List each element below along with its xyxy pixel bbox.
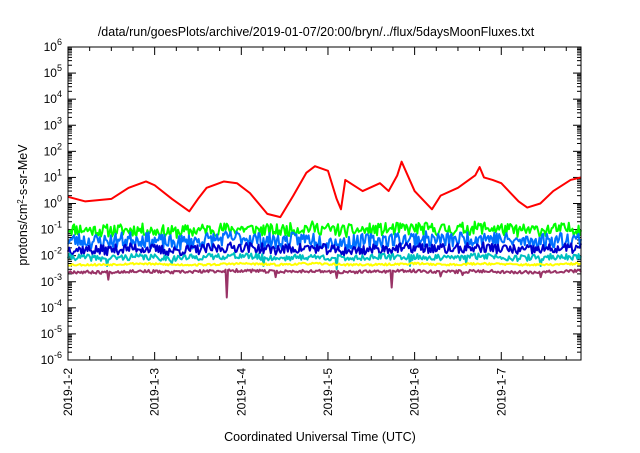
series-line-4 — [67, 241, 582, 257]
y-tick-label: 10-4 — [41, 298, 62, 315]
x-tick-label: 2019-1-7 — [494, 368, 508, 416]
y-tick-label-base: 10 — [44, 66, 58, 80]
series-line-2 — [67, 220, 582, 239]
y-tick-label-exp: 4 — [57, 89, 62, 99]
y-tick-label-exp: -5 — [54, 324, 62, 334]
series-line-6 — [67, 261, 582, 267]
y-tick-label-exp: -1 — [54, 220, 62, 230]
y-tick-label-base: 10 — [41, 275, 55, 289]
y-tick-label-exp: 3 — [57, 115, 62, 125]
plot-frame — [67, 46, 582, 361]
series-line-5 — [67, 251, 582, 271]
x-tick-label: 2019-1-4 — [234, 368, 248, 416]
y-tick-label: 106 — [44, 37, 62, 54]
y-tick-label-exp: 0 — [57, 194, 62, 204]
series-group — [67, 160, 582, 299]
y-tick-label-base: 10 — [41, 249, 55, 263]
y-axis-label-sup: 2 — [16, 199, 25, 204]
y-tick-label-base: 10 — [41, 353, 55, 367]
y-tick-label: 10-1 — [41, 220, 62, 237]
y-tick-label: 103 — [44, 115, 62, 132]
y-tick-label-base: 10 — [44, 197, 58, 211]
y-tick-label: 102 — [44, 141, 62, 158]
y-tick-label-exp: -6 — [54, 350, 62, 360]
x-tick-label: 2019-1-3 — [148, 368, 162, 416]
y-tick-label: 10-3 — [41, 272, 62, 289]
y-tick-label-base: 10 — [41, 223, 55, 237]
y-tick-label: 100 — [44, 194, 62, 211]
y-tick-label-exp: -4 — [54, 298, 62, 308]
y-tick-label: 10-6 — [41, 350, 62, 367]
y-tick-label-exp: 6 — [57, 37, 62, 47]
y-tick-label-base: 10 — [41, 327, 55, 341]
y-tick-label-exp: -2 — [54, 246, 62, 256]
y-tick-label: 10-5 — [41, 324, 62, 341]
chart-title: /data/run/goesPlots/archive/2019-01-07/2… — [98, 25, 535, 39]
y-tick-label-base: 10 — [44, 40, 58, 54]
x-tick-label: 2019-1-6 — [408, 368, 422, 416]
series-line-7 — [67, 268, 582, 299]
y-tick-label-base: 10 — [44, 118, 58, 132]
axes: 10-610-510-410-310-210-11001011021031041… — [41, 37, 581, 416]
x-axis-label: Coordinated Universal Time (UTC) — [224, 430, 416, 444]
y-tick-label-exp: -3 — [54, 272, 62, 282]
y-tick-label-base: 10 — [41, 301, 55, 315]
y-tick-label-exp: 2 — [57, 141, 62, 151]
y-tick-label: 101 — [44, 167, 62, 184]
series-line-1 — [67, 160, 582, 219]
plot-border — [67, 46, 582, 361]
y-tick-label-base: 10 — [44, 92, 58, 106]
y-tick-label-exp: 1 — [57, 167, 62, 177]
y-tick-label: 104 — [44, 89, 62, 106]
y-tick-label-exp: 5 — [57, 63, 62, 73]
x-tick-label: 2019-1-5 — [321, 368, 335, 416]
y-tick-label: 10-2 — [41, 246, 62, 263]
y-axis-label-base: protons/cm — [16, 204, 30, 266]
y-tick-label-base: 10 — [44, 170, 58, 184]
x-tick-label: 2019-1-2 — [61, 368, 75, 416]
y-tick-label: 105 — [44, 63, 62, 80]
y-tick-label-base: 10 — [44, 144, 58, 158]
y-axis-label-rest: -s-sr-MeV — [16, 144, 30, 200]
y-axis-label: protons/cm2-s-sr-MeV — [16, 144, 31, 266]
